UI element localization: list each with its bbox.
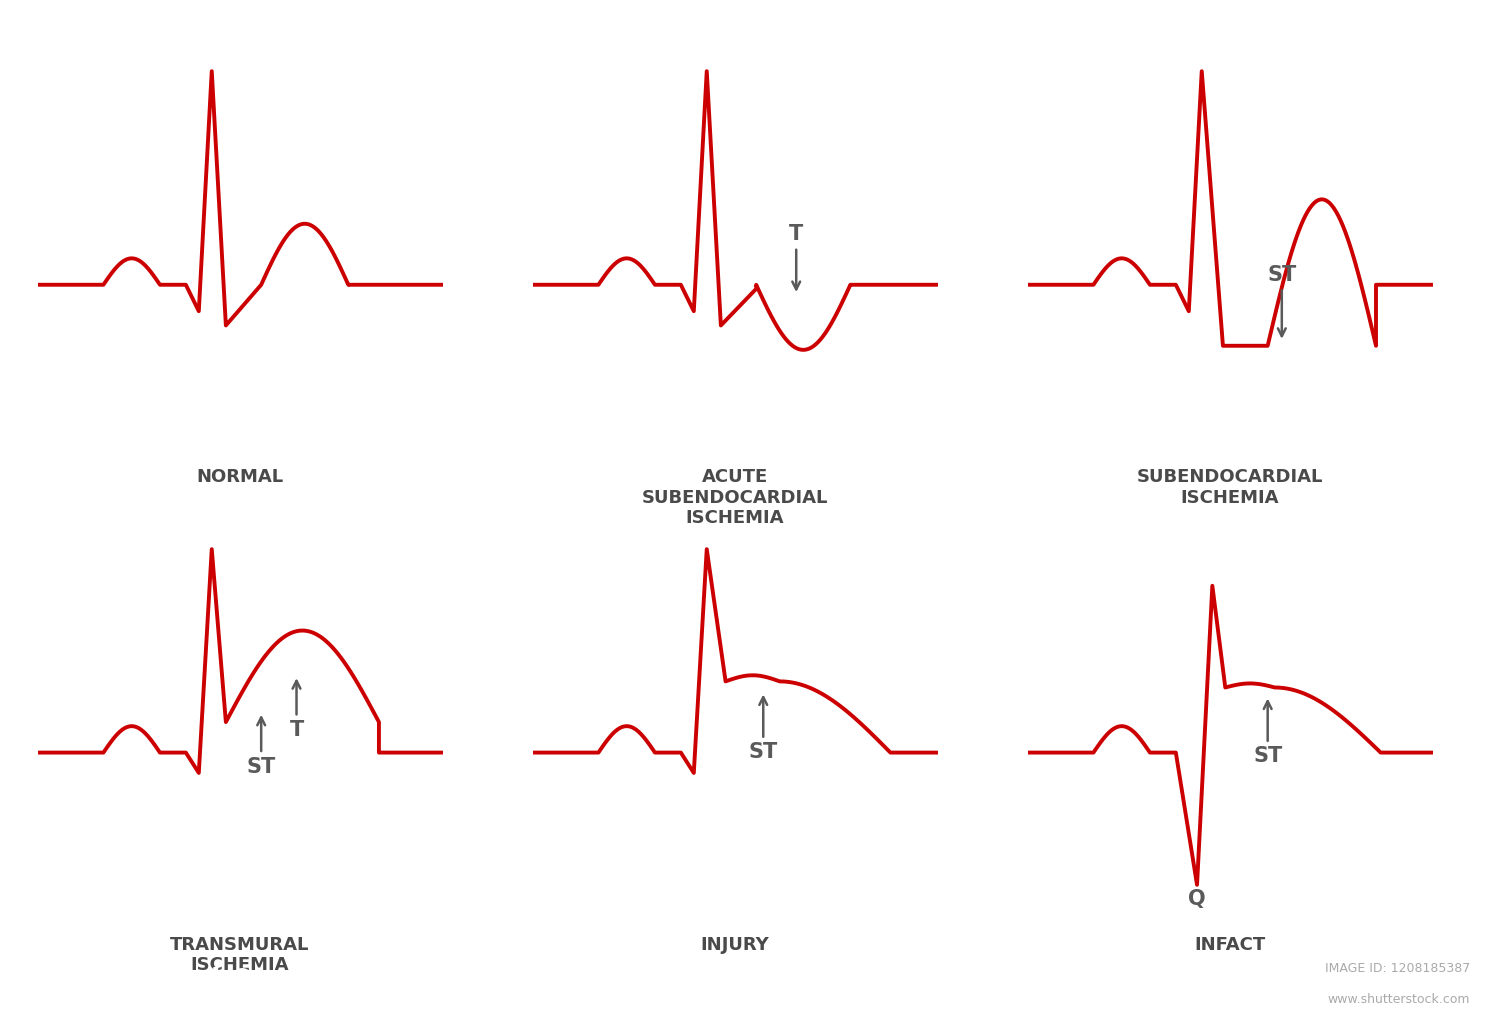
Text: ST: ST <box>1252 701 1282 767</box>
Text: IMAGE ID: 1208185387: IMAGE ID: 1208185387 <box>1324 962 1470 975</box>
Text: Q: Q <box>1188 889 1206 909</box>
Text: shutterst: shutterst <box>27 967 178 995</box>
Text: ck®: ck® <box>192 967 258 995</box>
Text: INFACT: INFACT <box>1194 936 1266 954</box>
Text: T: T <box>789 224 804 290</box>
Text: T: T <box>290 680 303 740</box>
Text: TRANSMURAL
ISCHEMIA: TRANSMURAL ISCHEMIA <box>171 936 309 974</box>
Text: www.shutterstock.com: www.shutterstock.com <box>1328 994 1470 1006</box>
Text: ST: ST <box>246 717 276 777</box>
Text: ST: ST <box>748 697 778 763</box>
Text: ●: ● <box>177 969 200 993</box>
Text: NORMAL: NORMAL <box>196 468 284 486</box>
Text: ACUTE
SUBENDOCARDIAL
ISCHEMIA: ACUTE SUBENDOCARDIAL ISCHEMIA <box>642 468 828 528</box>
Text: SUBENDOCARDIAL
ISCHEMIA: SUBENDOCARDIAL ISCHEMIA <box>1137 468 1323 506</box>
Text: ST: ST <box>1268 264 1296 337</box>
Text: INJURY: INJURY <box>700 936 770 954</box>
